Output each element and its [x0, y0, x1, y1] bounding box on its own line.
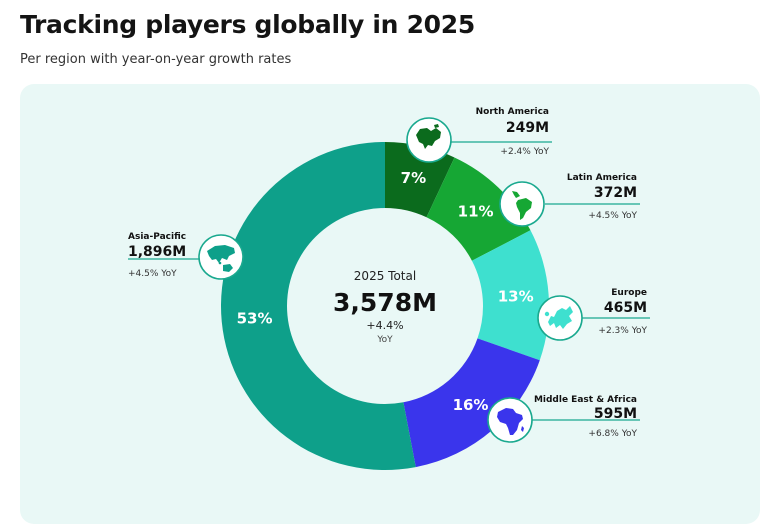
- region-yoy: +4.5% YoY: [588, 211, 637, 221]
- region-yoy: +4.5% YoY: [128, 269, 177, 279]
- region-label-middle-east-africa: Middle East & Africa 595M +6.8% YoY: [534, 395, 638, 439]
- region-name: Asia-Pacific: [128, 232, 186, 242]
- center-label: 2025 Total: [354, 269, 416, 283]
- percent-label: 53%: [237, 309, 273, 327]
- region-value: 595M: [594, 406, 637, 422]
- percent-label: 13%: [498, 288, 534, 306]
- latin-america-map-icon: [499, 181, 545, 227]
- region-value: 249M: [506, 120, 549, 136]
- north-america-map-icon: [406, 117, 452, 163]
- region-label-north-america: North America 249M +2.4% YoY: [476, 107, 550, 157]
- chart-title: Tracking players globally in 2025: [20, 10, 475, 39]
- asia-pacific-map-icon: [198, 234, 244, 280]
- region-name: Europe: [611, 288, 647, 298]
- percent-labels: 7% 11% 13% 16% 53%: [237, 169, 534, 414]
- region-value: 372M: [594, 185, 637, 201]
- region-value: 1,896M: [128, 244, 186, 260]
- europe-map-icon: [537, 295, 583, 341]
- region-name: North America: [476, 107, 549, 117]
- percent-label: 11%: [458, 202, 494, 220]
- region-label-asia-pacific: Asia-Pacific 1,896M +4.5% YoY: [128, 232, 186, 279]
- region-yoy: +2.4% YoY: [500, 147, 549, 157]
- africa-map-icon: [487, 397, 533, 443]
- region-value: 465M: [604, 300, 647, 316]
- center-yoy-unit: YoY: [376, 335, 393, 345]
- percent-label: 16%: [453, 396, 489, 414]
- region-label-latin-america: Latin America 372M +4.5% YoY: [567, 173, 638, 221]
- donut-slice-latin-america: [426, 157, 531, 261]
- leader-lines: [128, 141, 650, 421]
- region-name: Middle East & Africa: [534, 395, 637, 405]
- region-name: Latin America: [567, 173, 637, 183]
- donut-slice-middle-east-africa: [403, 338, 540, 468]
- region-yoy: +2.3% YoY: [598, 326, 647, 336]
- donut-slice-asia-pacific: [220, 142, 416, 470]
- center-yoy: +4.4%: [366, 319, 403, 332]
- region-yoy: +6.8% YoY: [588, 429, 637, 439]
- donut-slices: [220, 142, 550, 470]
- center-total: 3,578M: [333, 288, 437, 317]
- percent-label: 7%: [401, 169, 426, 187]
- chart-subtitle: Per region with year-on-year growth rate…: [20, 52, 292, 67]
- region-label-europe: Europe 465M +2.3% YoY: [598, 288, 647, 336]
- donut-slice-europe: [471, 230, 550, 361]
